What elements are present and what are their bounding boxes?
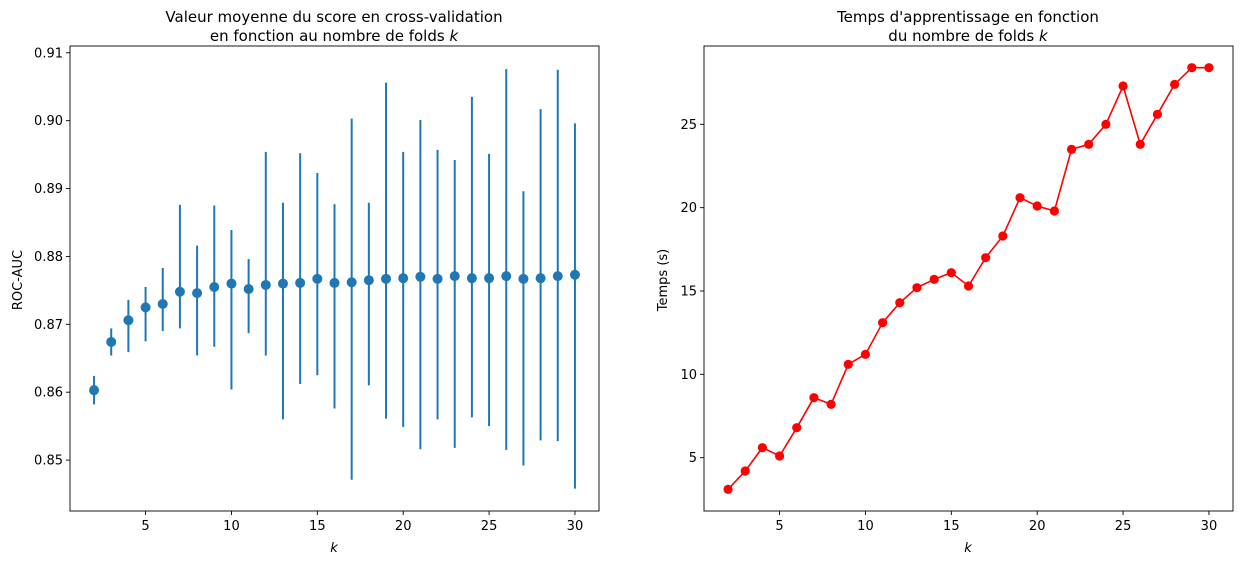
plot-frame	[703, 45, 1234, 512]
data-point	[929, 274, 939, 284]
data-point	[895, 298, 905, 308]
data-point	[140, 302, 151, 313]
y-tick-label: 0.90	[34, 114, 63, 129]
data-point	[1101, 119, 1111, 129]
x-axis-label: k	[964, 541, 972, 556]
y-axis-label: ROC-AUC	[11, 250, 26, 310]
data-point	[981, 253, 991, 263]
x-tick-label: 30	[567, 519, 584, 534]
x-tick-label: 25	[1115, 519, 1132, 534]
data-point	[192, 288, 203, 299]
data-point	[415, 271, 426, 282]
x-tick-label: 25	[481, 519, 498, 534]
chart-title-line1: Temps d'apprentissage en fonction	[836, 8, 1099, 26]
data-point	[312, 273, 323, 284]
y-tick-label: 0.89	[34, 182, 63, 197]
data-point	[723, 484, 733, 494]
chart-title-line2: du nombre de folds k	[888, 27, 1049, 45]
x-tick-label: 15	[943, 519, 960, 534]
data-point	[432, 273, 443, 284]
data-point	[1015, 193, 1025, 203]
data-point	[740, 466, 750, 476]
training-time-line-chart: Temps d'apprentissage en fonction du nom…	[656, 8, 1234, 556]
data-point	[260, 279, 271, 290]
data-point	[449, 271, 460, 282]
data-point	[826, 399, 836, 409]
x-tick-label: 30	[1201, 519, 1218, 534]
y-tick-label: 15	[680, 285, 697, 300]
y-tick-label: 0.88	[34, 250, 63, 265]
data-point	[89, 385, 100, 396]
y-tick-label: 5	[689, 451, 697, 466]
chart-title-line1: Valeur moyenne du score en cross-validat…	[165, 8, 502, 26]
data-point	[963, 281, 974, 291]
x-tick-label: 10	[857, 519, 874, 534]
y-tick-label: 25	[680, 118, 697, 133]
x-tick-label: 20	[1029, 519, 1046, 534]
data-point	[912, 283, 922, 293]
x-tick-label: 5	[141, 519, 149, 534]
data-point	[501, 271, 512, 282]
data-point	[209, 281, 220, 292]
data-point	[295, 277, 306, 288]
data-point	[809, 393, 819, 403]
y-tick-label: 0.91	[34, 46, 63, 61]
data-point	[518, 273, 529, 284]
ticks: 5 10 15 20 25 30 5 10 15 20 25	[680, 118, 1217, 534]
data-point	[277, 278, 288, 289]
x-tick-label: 10	[223, 519, 240, 534]
y-tick-label: 0.87	[34, 318, 63, 333]
data-point	[1152, 109, 1163, 119]
data-point	[123, 315, 134, 326]
data-point	[243, 284, 254, 295]
roc-auc-errorbar-chart: Valeur moyenne du score en cross-validat…	[11, 8, 600, 556]
data-point	[1187, 63, 1197, 73]
marks	[89, 69, 580, 489]
data-point	[569, 269, 580, 280]
y-tick-label: 20	[680, 201, 697, 216]
x-tick-label: 15	[309, 519, 326, 534]
data-point	[1049, 206, 1059, 216]
y-axis-label: Temps (s)	[656, 249, 671, 312]
data-point	[1066, 144, 1077, 154]
data-point	[174, 286, 185, 297]
data-point	[1135, 139, 1145, 149]
data-point	[878, 318, 888, 328]
data-point	[535, 273, 546, 284]
plot-frame	[69, 45, 600, 512]
data-point	[484, 273, 495, 284]
data-point	[757, 443, 767, 453]
data-point	[774, 451, 785, 461]
data-point	[860, 349, 871, 359]
data-point	[1032, 201, 1042, 211]
data-point	[466, 273, 477, 284]
data-point	[226, 278, 237, 289]
data-point	[998, 231, 1008, 241]
data-point	[381, 273, 392, 284]
data-point	[106, 336, 117, 347]
marks	[723, 63, 1214, 494]
chart-title-line2: en fonction au nombre de folds k	[210, 27, 460, 45]
data-point	[1084, 139, 1094, 149]
data-point	[363, 275, 374, 286]
data-point	[398, 273, 409, 284]
data-point	[157, 298, 168, 309]
x-tick-label: 5	[775, 519, 783, 534]
data-point	[1204, 63, 1214, 73]
data-point	[792, 423, 802, 433]
data-point	[843, 359, 853, 369]
ticks: 5 10 15 20 25 30 0.85 0.86 0.87 0.88 0.89 0.90 0.91	[34, 46, 583, 534]
data-point	[329, 277, 340, 288]
data-point	[346, 277, 357, 288]
data-point	[1170, 79, 1180, 89]
x-tick-label: 20	[395, 519, 412, 534]
data-point	[552, 271, 563, 282]
data-point	[1118, 81, 1128, 91]
data-point	[946, 268, 956, 278]
y-tick-label: 0.86	[34, 386, 63, 401]
y-tick-label: 0.85	[34, 454, 63, 469]
y-tick-label: 10	[680, 368, 697, 383]
x-axis-label: k	[330, 541, 338, 556]
